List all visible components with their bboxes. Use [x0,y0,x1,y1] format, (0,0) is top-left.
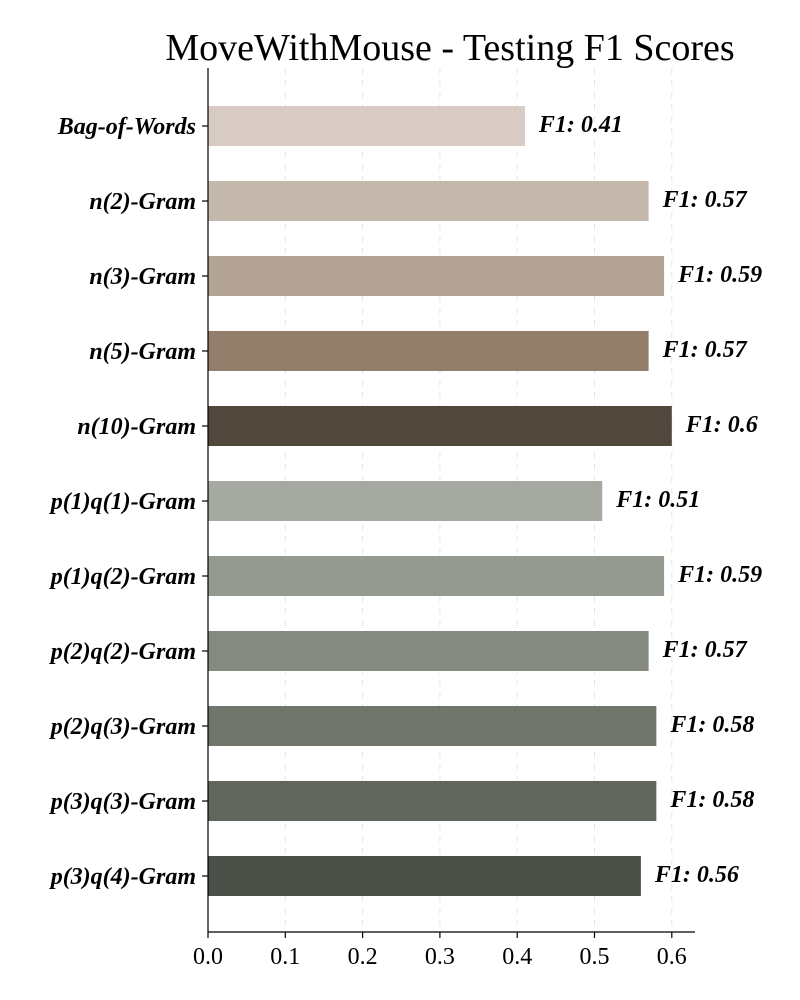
category-label: Bag-of-Words [57,114,196,140]
value-label: F1: 0.57 [662,637,748,663]
category-label: p(3)q(4)-Gram [49,864,196,890]
x-tick-label: 0.1 [270,944,300,970]
value-label: F1: 0.6 [685,412,758,438]
bar [208,706,657,746]
bar [208,256,665,296]
x-tick-label: 0.5 [580,944,610,970]
value-label: F1: 0.41 [538,112,623,138]
value-label: F1: 0.58 [669,787,754,813]
axes [202,68,695,938]
category-label: n(5)-Gram [89,339,196,365]
x-tick-label: 0.0 [193,944,223,970]
bar [208,631,649,671]
x-tick-label: 0.3 [425,944,455,970]
value-label: F1: 0.56 [654,862,739,888]
category-label: n(2)-Gram [89,189,196,215]
value-label: F1: 0.59 [677,262,762,288]
value-label: F1: 0.59 [677,562,762,588]
bar [208,406,672,446]
bar [208,556,665,596]
category-label: n(10)-Gram [77,414,196,440]
value-labels: F1: 0.41 F1: 0.57 F1: 0.59 F1: 0.57 F1: 0.6 F… [538,112,762,888]
category-label: p(1)q(2)-Gram [49,564,196,590]
x-tick-label: 0.4 [502,944,532,970]
category-label: p(2)q(2)-Gram [49,639,196,665]
value-label: F1: 0.57 [662,187,748,213]
value-label: F1: 0.57 [662,337,748,363]
bar [208,181,649,221]
bar [208,856,641,896]
category-label: p(3)q(3)-Gram [49,789,196,815]
bar [208,781,657,821]
value-label: F1: 0.58 [669,712,754,738]
chart-title: MoveWithMouse - Testing F1 Scores [165,27,734,69]
category-labels: Bag-of-Words n(2)-Gram n(3)-Gram n(5)-Gram n… [49,114,196,890]
category-label: n(3)-Gram [89,264,196,290]
x-tick-label: 0.6 [657,944,687,970]
category-label: p(2)q(3)-Gram [49,714,196,740]
bar [208,331,649,371]
bars [208,106,672,896]
x-tick-labels: 0.0 0.1 0.2 0.3 0.4 0.5 0.6 [193,944,687,970]
bar [208,481,603,521]
x-tick-label: 0.2 [348,944,378,970]
value-label: F1: 0.51 [615,487,700,513]
category-label: p(1)q(1)-Gram [49,489,196,515]
bar [208,106,525,146]
